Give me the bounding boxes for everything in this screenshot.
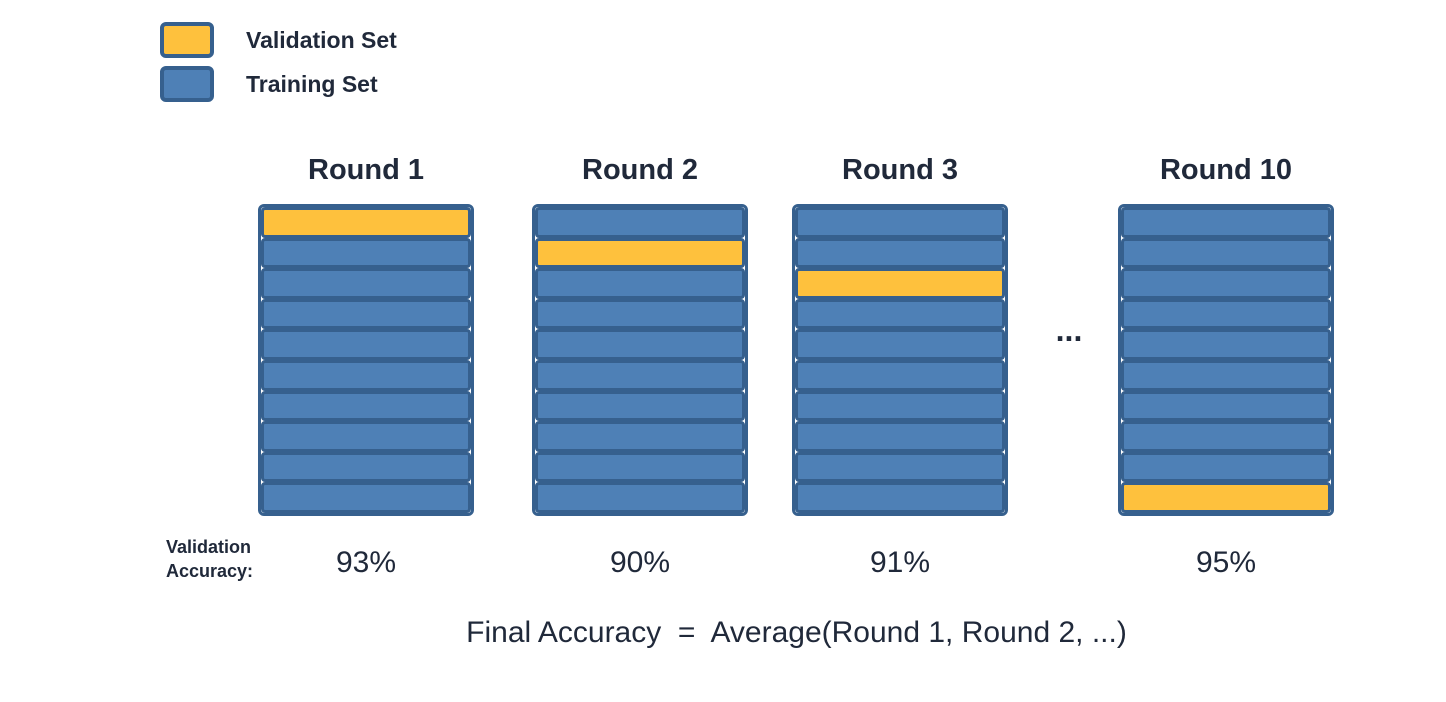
training-fold (261, 421, 471, 452)
round-10-accuracy: 95% (1195, 546, 1257, 579)
training-fold (1121, 421, 1331, 452)
round-10-fold-stack (1118, 204, 1334, 516)
training-fold (795, 390, 1005, 422)
validation-fold (1121, 482, 1331, 513)
round-3-title: Round 3 (842, 154, 958, 186)
round-1-title: Round 1 (308, 154, 424, 186)
training-fold (1121, 329, 1331, 360)
training-fold (261, 268, 471, 299)
training-set-swatch-icon (160, 66, 214, 102)
training-fold (535, 298, 745, 330)
training-fold (261, 451, 471, 483)
legend-item-validation: Validation Set (160, 22, 397, 58)
round-3-accuracy: 91% (869, 546, 931, 579)
validation-fold (535, 237, 745, 269)
round-10-title: Round 10 (1159, 154, 1293, 186)
training-fold (535, 421, 745, 452)
training-fold (795, 359, 1005, 391)
round-2-title: Round 2 (582, 154, 698, 186)
training-fold (535, 207, 745, 238)
training-fold (535, 451, 745, 483)
training-fold (1121, 207, 1331, 238)
training-fold (1121, 268, 1331, 299)
final-accuracy-formula: Final Accuracy = Average(Round 1, Round … (466, 616, 1127, 649)
training-fold (795, 451, 1005, 483)
round-3-column: Round 3 91% (792, 150, 1008, 580)
training-fold (1121, 237, 1331, 269)
round-2-accuracy: 90% (609, 546, 671, 579)
round-3-fold-stack (792, 204, 1008, 516)
training-fold (535, 390, 745, 422)
round-2-fold-stack (532, 204, 748, 516)
training-fold (1121, 298, 1331, 330)
round-1-accuracy: 93% (335, 546, 397, 579)
training-fold (535, 329, 745, 360)
legend-label-validation: Validation Set (246, 26, 397, 53)
validation-accuracy-label-line1: Validation (166, 537, 252, 557)
legend-item-training: Training Set (160, 66, 397, 102)
training-fold (1121, 359, 1331, 391)
validation-accuracy-label-line2: Accuracy: (166, 560, 254, 581)
validation-fold (795, 268, 1005, 299)
training-fold (261, 482, 471, 513)
validation-accuracy-label: Validation Accuracy: (166, 536, 253, 584)
training-fold (795, 298, 1005, 330)
round-2-column: Round 2 90% (532, 150, 748, 580)
validation-fold (261, 207, 471, 238)
training-fold (535, 482, 745, 513)
legend: Validation Set Training Set (160, 22, 397, 102)
training-fold (795, 237, 1005, 269)
training-fold (535, 268, 745, 299)
round-1-column: Round 1 93% (258, 150, 474, 580)
round-10-column: Round 10 95% (1118, 150, 1334, 580)
rounds-ellipsis: ... (1055, 312, 1083, 348)
legend-label-training: Training Set (246, 70, 378, 97)
training-fold (261, 329, 471, 360)
training-fold (795, 421, 1005, 452)
training-fold (261, 298, 471, 330)
training-fold (261, 237, 471, 269)
round-1-fold-stack (258, 204, 474, 516)
training-fold (261, 390, 471, 422)
training-fold (1121, 390, 1331, 422)
training-fold (795, 482, 1005, 513)
training-fold (795, 207, 1005, 238)
training-fold (261, 359, 471, 391)
validation-set-swatch-icon (160, 22, 214, 58)
training-fold (535, 359, 745, 391)
training-fold (1121, 451, 1331, 483)
training-fold (795, 329, 1005, 360)
